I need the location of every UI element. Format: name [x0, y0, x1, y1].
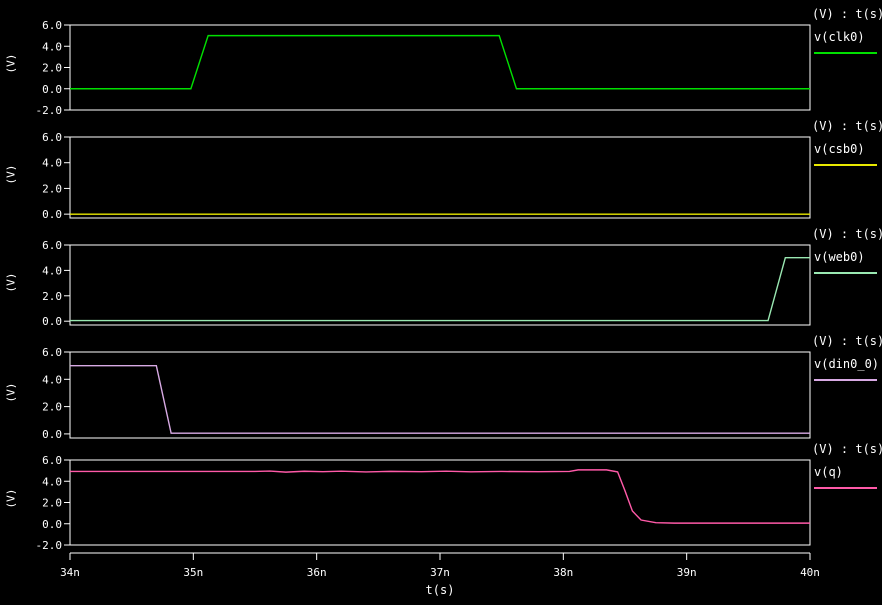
x-tick-label: 40n: [800, 566, 820, 579]
y-tick-label: 0.0: [42, 208, 62, 221]
y-tick-label: 0.0: [42, 315, 62, 328]
waveform-trace-v(clk0)[interactable]: [70, 34, 810, 90]
x-tick-label: 36n: [307, 566, 327, 579]
y-axis-title: (V): [4, 272, 18, 293]
y-tick-label: 0.0: [42, 428, 62, 441]
y-axis-title: (V): [4, 164, 18, 185]
x-tick-label: 39n: [677, 566, 697, 579]
y-tick-label: 4.0: [42, 157, 62, 170]
legend-trace-name-clk0[interactable]: v(clk0): [814, 30, 865, 44]
y-tick-label: 4.0: [42, 475, 62, 488]
waveform-trace-v(web0)[interactable]: [70, 256, 810, 322]
legend-axis-header: (V) : t(s): [812, 442, 882, 456]
legend-axis-header: (V) : t(s): [812, 119, 882, 133]
y-tick-label: -2.0: [36, 539, 63, 552]
y-tick-label: 2.0: [42, 497, 62, 510]
y-tick-label: 0.0: [42, 83, 62, 96]
y-tick-label: 4.0: [42, 373, 62, 386]
legend-axis-header: (V) : t(s): [812, 227, 882, 241]
y-axis-title: (V): [4, 488, 18, 509]
y-tick-label: 6.0: [42, 346, 62, 359]
legend-color-sample-q: [814, 487, 877, 489]
legend-color-sample-clk0: [814, 52, 877, 54]
y-tick-label: 6.0: [42, 131, 62, 144]
waveform-trace-v(din0_0)[interactable]: [70, 364, 810, 434]
waveform-trace-v(q)[interactable]: [70, 469, 810, 524]
y-tick-label: 0.0: [42, 518, 62, 531]
y-axis-title: (V): [4, 382, 18, 403]
legend-color-sample-csb0: [814, 164, 877, 166]
y-tick-label: -2.0: [36, 104, 63, 117]
legend-axis-header: (V) : t(s): [812, 7, 882, 21]
legend-color-sample-din0_0: [814, 379, 877, 381]
x-tick-label: 37n: [430, 566, 450, 579]
y-tick-label: 4.0: [42, 40, 62, 53]
legend-trace-name-din0_0[interactable]: v(din0_0): [814, 357, 880, 371]
y-tick-label: 2.0: [42, 182, 62, 195]
y-tick-label: 4.0: [42, 264, 62, 277]
x-tick-label: 34n: [60, 566, 80, 579]
legend-trace-name-web0[interactable]: v(web0): [814, 250, 865, 264]
x-tick-label: 38n: [553, 566, 573, 579]
y-tick-label: 6.0: [42, 239, 62, 252]
y-axis-title: (V): [4, 53, 18, 74]
legend-color-sample-web0: [814, 272, 877, 274]
y-tick-label: 6.0: [42, 454, 62, 467]
y-tick-label: 2.0: [42, 62, 62, 75]
legend-axis-header: (V) : t(s): [812, 334, 882, 348]
legend-trace-name-q[interactable]: v(q): [814, 465, 843, 479]
y-tick-label: 6.0: [42, 19, 62, 32]
plot-frame: [69, 244, 811, 326]
plot-frame: [69, 351, 811, 439]
x-axis-title: t(s): [425, 583, 455, 597]
legend-trace-name-csb0[interactable]: v(csb0): [814, 142, 865, 156]
plot-frame: [69, 136, 811, 219]
y-tick-label: 2.0: [42, 290, 62, 303]
x-tick-label: 35n: [183, 566, 203, 579]
y-tick-label: 2.0: [42, 401, 62, 414]
